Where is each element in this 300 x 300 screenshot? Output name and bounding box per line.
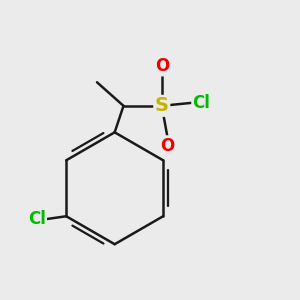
Text: S: S — [155, 96, 169, 115]
Text: Cl: Cl — [28, 210, 46, 228]
Text: O: O — [160, 136, 175, 154]
Text: Cl: Cl — [193, 94, 211, 112]
Text: O: O — [155, 57, 169, 75]
